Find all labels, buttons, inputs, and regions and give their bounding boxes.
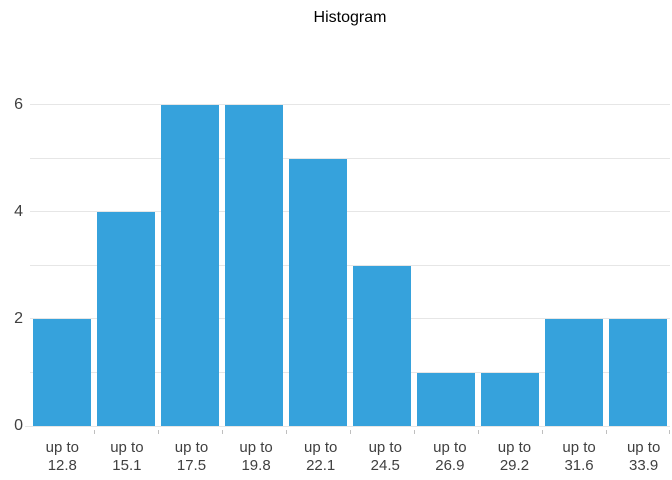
x-tick-label-line1: up to — [562, 439, 596, 456]
x-tick-label-31.6: up to 31.6 — [550, 439, 609, 475]
x-tick-label-line2: 17.5 — [176, 457, 207, 474]
bar-22.1[interactable] — [289, 158, 347, 426]
x-axis-tick — [158, 430, 159, 434]
x-tick-label-line1: up to — [45, 439, 79, 456]
x-tick-label-line1: up to — [497, 439, 532, 456]
x-tick-label-line2: 29.2 — [499, 457, 530, 474]
x-tick-label-17.5: up to 17.5 — [162, 439, 221, 475]
x-axis-ticks — [30, 430, 670, 435]
x-axis-tick — [669, 430, 670, 434]
x-tick-label-line2: 19.8 — [241, 457, 271, 474]
x-axis-tick — [542, 430, 543, 434]
gridline-4 — [30, 211, 670, 212]
gridline-6 — [30, 104, 670, 105]
x-tick-label-line2: 12.8 — [47, 457, 77, 474]
bars-container — [30, 105, 670, 426]
x-tick-label-line2: 31.6 — [564, 457, 594, 474]
x-tick-label-line1: up to — [174, 439, 209, 456]
x-axis-tick — [478, 430, 479, 434]
x-tick-label-line2: 24.5 — [370, 457, 400, 474]
x-axis-baseline — [25, 426, 670, 427]
x-axis-tick — [414, 430, 415, 434]
x-tick-label-line1: up to — [110, 439, 144, 456]
bar-15.1[interactable] — [97, 212, 155, 426]
bar-26.9[interactable] — [417, 372, 475, 426]
bar-33.9[interactable] — [609, 319, 667, 426]
x-tick-label-15.1: up to 15.1 — [98, 439, 157, 475]
x-axis-tick — [222, 430, 223, 434]
y-tick-label-2: 2 — [14, 310, 23, 327]
bar-19.8[interactable] — [225, 105, 283, 426]
x-axis-tick — [350, 430, 351, 434]
gridline-5 — [30, 157, 670, 159]
y-tick-label-4: 4 — [14, 203, 23, 220]
x-tick-label-24.5: up to 24.5 — [356, 439, 415, 475]
x-axis-labels: up to 12.8 up to 15.1 up to 17.5 up to 19.8 up t… — [30, 439, 672, 475]
x-tick-label-line1: up to — [626, 439, 661, 456]
y-tick-label-6: 6 — [14, 96, 23, 113]
x-tick-label-line2: 26.9 — [435, 457, 465, 474]
y-tick-label-0: 0 — [14, 417, 23, 434]
x-tick-label-19.8: up to 19.8 — [227, 439, 286, 475]
bar-17.5[interactable] — [161, 105, 219, 426]
x-axis-tick — [606, 430, 607, 434]
x-tick-label-line1: up to — [239, 439, 273, 456]
x-tick-label-line2: 22.1 — [306, 457, 336, 474]
x-tick-label-line2: 15.1 — [112, 457, 142, 474]
x-tick-label-22.1: up to 22.1 — [291, 439, 350, 475]
plot-area — [25, 104, 670, 427]
bar-31.6[interactable] — [545, 319, 603, 426]
x-tick-label-line1: up to — [303, 439, 338, 456]
bar-12.8[interactable] — [33, 319, 91, 426]
x-tick-label-26.9: up to 26.9 — [421, 439, 480, 475]
x-tick-label-line1: up to — [368, 439, 402, 456]
x-tick-label-line1: up to — [433, 439, 467, 456]
x-tick-label-29.2: up to 29.2 — [485, 439, 544, 475]
x-tick-label-line2: 33.9 — [629, 457, 659, 474]
x-tick-label-12.8: up to 12.8 — [33, 439, 92, 475]
x-axis-tick — [94, 430, 95, 434]
bar-29.2[interactable] — [481, 372, 539, 426]
x-axis-tick — [286, 430, 287, 434]
gridline-3 — [30, 264, 670, 266]
bar-24.5[interactable] — [353, 265, 411, 426]
chart-title: Histogram — [313, 9, 387, 26]
y-axis-labels: 0 2 4 6 — [0, 97, 23, 434]
gridline-2 — [30, 318, 670, 319]
x-tick-label-33.9: up to 33.9 — [614, 439, 672, 475]
gridline-1 — [30, 371, 670, 373]
